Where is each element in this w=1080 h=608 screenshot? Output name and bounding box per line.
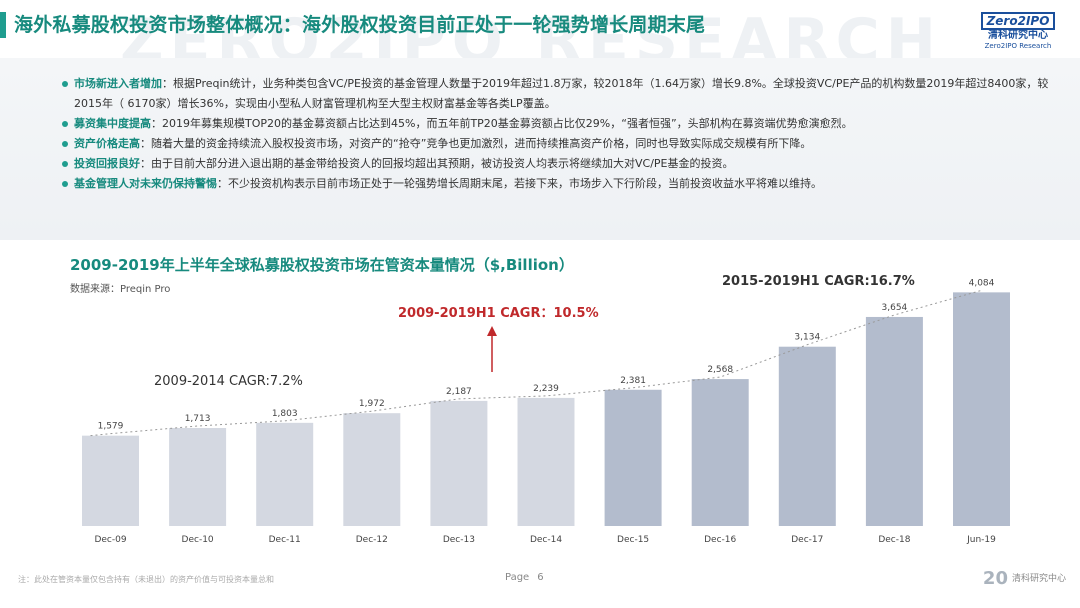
bullet-head: 市场新进入者增加 — [74, 77, 162, 90]
page-value: 6 — [537, 572, 544, 583]
category-label: Dec-11 — [269, 535, 301, 545]
category-label: Dec-09 — [94, 535, 126, 545]
category-label: Dec-13 — [443, 535, 475, 545]
category-label: Jun-19 — [966, 535, 996, 545]
brand-mark: 20 — [982, 568, 1008, 589]
page-label: Page — [505, 572, 530, 583]
bar-dec-15 — [604, 389, 662, 526]
bar-dec-09 — [82, 435, 139, 526]
bar-dec-13 — [430, 400, 488, 526]
bar-dec-18 — [865, 316, 923, 526]
value-label: 2,568 — [707, 365, 733, 375]
category-label: Dec-17 — [791, 535, 823, 545]
bullet-new-entrants: 市场新进入者增加：根据Preqin统计，业务种类包含VC/PE投资的基金管理人数… — [62, 74, 1052, 114]
logo-wordmark: Zero2IPO — [980, 12, 1056, 30]
bullet-asset-prices: 资产价格走高：随着大量的资金持续流入股权投资市场，对资产的“抢夺”竞争也更加激烈… — [62, 134, 1052, 154]
bar-dec-14 — [517, 397, 575, 526]
bullet-head: 资产价格走高 — [74, 137, 140, 150]
value-label: 2,187 — [446, 387, 472, 397]
bar-dec-10 — [169, 428, 227, 526]
chart-title: 2009-2019年上半年全球私募股权投资市场在管资本量情况（$,Billion… — [70, 256, 574, 274]
slide-title: 海外私募股权投资市场整体概况：海外股权投资目前正处于一轮强势增长周期末尾 — [14, 14, 706, 36]
category-label: Dec-18 — [878, 535, 910, 545]
bullet-text: ：由于目前大部分进入退出期的基金带给投资人的回报均超出其预期，被访投资人均表示将… — [140, 157, 734, 170]
value-label: 1,713 — [185, 414, 211, 424]
annotation-cagr-2015-2019h1: 2015-2019H1 CAGR:16.7% — [722, 274, 915, 289]
bar-dec-16 — [691, 379, 749, 526]
bar-dec-11 — [256, 422, 314, 526]
summary-panel — [0, 58, 1080, 240]
bullet-text: ：不少投资机构表示目前市场正处于一轮强势增长周期末尾，若接下来，市场步入下行阶段… — [217, 177, 822, 190]
slide-header: 海外私募股权投资市场整体概况：海外股权投资目前正处于一轮强势增长周期末尾 Zer… — [0, 0, 1080, 50]
chart-source: 数据来源：Preqin Pro — [70, 284, 171, 295]
category-label: Dec-15 — [617, 535, 649, 545]
bar-dec-12 — [343, 413, 401, 526]
bullet-returns: 投资回报良好：由于目前大部分进入退出期的基金带给投资人的回报均超出其预期，被访投… — [62, 154, 1052, 174]
category-label: Dec-16 — [704, 535, 736, 545]
value-label: 1,803 — [272, 409, 298, 419]
bar-jun-19 — [953, 292, 1010, 526]
value-label: 2,239 — [533, 384, 559, 394]
annotation-cagr-2009-2014: 2009-2014 CAGR:7.2% — [154, 374, 303, 389]
logo-en: Zero2IPO Research — [984, 42, 1052, 50]
value-label: 1,972 — [359, 399, 385, 409]
footer-brand: 20 清科研究中心 — [983, 568, 1066, 589]
bullet-fundraising-concentration: 募资集中度提高：2019年募集规模TOP20的基金募资额占比达到45%，而五年前… — [62, 114, 1052, 134]
value-label: 4,084 — [969, 278, 995, 288]
bullet-text: ：2019年募集规模TOP20的基金募资额占比达到45%，而五年前TP20基金募… — [151, 117, 853, 130]
bullet-head: 投资回报良好 — [74, 157, 140, 170]
category-label: Dec-12 — [356, 535, 388, 545]
arrow-head-icon — [487, 326, 497, 336]
bullet-text: ：随着大量的资金持续流入股权投资市场，对资产的“抢夺”竞争也更加激烈，进而持续推… — [140, 137, 812, 150]
bullet-head: 基金管理人对未来仍保持警惕 — [74, 177, 217, 190]
title-accent-bar — [0, 12, 6, 38]
bar-dec-17 — [778, 346, 836, 526]
bullet-caution: 基金管理人对未来仍保持警惕：不少投资机构表示目前市场正处于一轮强势增长周期末尾，… — [62, 174, 1052, 194]
annotation-cagr-2009-2019h1: 2009-2019H1 CAGR：10.5% — [398, 306, 599, 321]
category-label: Dec-14 — [530, 535, 562, 545]
category-label: Dec-10 — [182, 535, 214, 545]
trend-line — [90, 289, 982, 437]
logo-cn: 清科研究中心 — [988, 30, 1048, 41]
zero2ipo-logo: Zero2IPO 清科研究中心 Zero2IPO Research — [970, 10, 1066, 50]
value-label: 2,381 — [620, 376, 646, 386]
footnote: 注：此处在管资本量仅包含持有（未退出）的资产价值与可投资本量总和 — [18, 575, 274, 584]
value-label: 3,134 — [794, 333, 820, 343]
brand-name: 清科研究中心 — [1011, 574, 1066, 584]
bullet-text: ：根据Preqin统计，业务种类包含VC/PE投资的基金管理人数量于2019年超… — [74, 77, 1049, 110]
value-label: 3,654 — [882, 303, 908, 313]
summary-bullets: 市场新进入者增加：根据Preqin统计，业务种类包含VC/PE投资的基金管理人数… — [62, 74, 1052, 194]
page-number: Page 6 — [505, 572, 544, 583]
value-label: 1,579 — [98, 422, 124, 432]
bullet-head: 募资集中度提高 — [74, 117, 151, 130]
